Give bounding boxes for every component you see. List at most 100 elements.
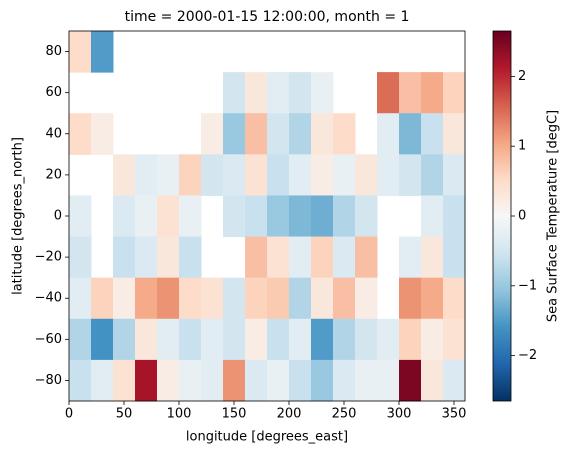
cell: [377, 154, 400, 196]
cell: [267, 359, 290, 402]
cell: [245, 113, 268, 155]
cell: [399, 318, 422, 361]
cell: [157, 195, 180, 238]
cell: [69, 318, 92, 361]
cell: [91, 359, 114, 402]
cell: [113, 359, 136, 402]
cell: [157, 236, 180, 279]
y-tick-label: 20: [45, 167, 62, 182]
colorbar-tick-label: −1: [518, 278, 537, 293]
cell: [355, 236, 378, 279]
cell: [311, 359, 334, 402]
cell: [245, 359, 268, 402]
cell: [399, 113, 422, 155]
cell: [245, 318, 268, 361]
colorbar-tick-label: 1: [518, 139, 526, 154]
cell: [223, 318, 246, 361]
cell: [421, 318, 444, 361]
cell: [311, 113, 334, 155]
cell: [91, 277, 114, 320]
cell: [245, 72, 268, 114]
cell: [333, 113, 356, 155]
cell: [355, 154, 378, 196]
y-tick-label: −20: [35, 250, 62, 265]
cell: [267, 72, 290, 114]
y-tick-label: −40: [35, 291, 62, 306]
cell: [201, 359, 224, 402]
cell: [113, 277, 136, 320]
cell: [223, 113, 246, 155]
cell: [355, 277, 378, 320]
cell: [377, 359, 400, 402]
y-tick-label: −60: [35, 332, 62, 347]
cell: [355, 359, 378, 402]
cell: [69, 359, 92, 402]
cell: [399, 236, 422, 279]
x-tick-label: 100: [167, 407, 192, 422]
cell: [399, 359, 422, 402]
colorbar-label: Sea Surface Temperature [degC]: [546, 110, 561, 322]
cell: [289, 277, 312, 320]
cell: [157, 154, 180, 196]
cell: [245, 154, 268, 196]
cell: [179, 277, 202, 320]
cell: [157, 359, 180, 402]
cell: [179, 236, 202, 279]
cell: [333, 154, 356, 196]
cell: [311, 318, 334, 361]
cell: [377, 72, 400, 114]
cell: [289, 236, 312, 279]
cell: [135, 318, 158, 361]
cell: [69, 195, 92, 238]
cell: [399, 277, 422, 320]
cell: [289, 72, 312, 114]
colorbar-tick-label: 2: [518, 69, 526, 84]
x-tick-label: 300: [387, 407, 412, 422]
cell: [443, 236, 466, 279]
cell: [223, 359, 246, 402]
cell: [311, 154, 334, 196]
y-tick-label: 60: [45, 85, 62, 100]
cell: [289, 154, 312, 196]
x-tick-label: 50: [116, 407, 133, 422]
cell: [223, 195, 246, 238]
cell: [113, 154, 136, 196]
cell: [179, 195, 202, 238]
colorbar-tick-label: 0: [518, 209, 526, 224]
colorbar-tick-label: −2: [518, 348, 537, 363]
cell: [399, 154, 422, 196]
y-tick-label: −80: [35, 373, 62, 388]
cell: [201, 113, 224, 155]
cell: [421, 113, 444, 155]
cell: [135, 277, 158, 320]
cell: [289, 318, 312, 361]
cell: [443, 318, 466, 361]
cell: [201, 277, 224, 320]
cell: [267, 154, 290, 196]
cell: [289, 113, 312, 155]
cell: [443, 277, 466, 320]
x-tick-label: 0: [65, 407, 73, 422]
cell: [69, 113, 92, 155]
cell: [245, 195, 268, 238]
cell: [179, 318, 202, 361]
cell: [421, 195, 444, 238]
cell: [113, 195, 136, 238]
cell: [355, 195, 378, 238]
heatmap-cells: [69, 31, 466, 402]
cell: [267, 236, 290, 279]
cell: [135, 195, 158, 238]
cell: [91, 318, 114, 361]
cell: [267, 195, 290, 238]
colorbar: [492, 30, 512, 402]
x-tick-label: 350: [442, 407, 467, 422]
cell: [311, 236, 334, 279]
cell: [113, 318, 136, 361]
cell: [443, 113, 466, 155]
cell: [311, 277, 334, 320]
cell: [135, 236, 158, 279]
cell: [91, 31, 114, 73]
chart-title: time = 2000-01-15 12:00:00, month = 1: [125, 9, 410, 25]
cell: [443, 195, 466, 238]
cell: [69, 31, 92, 73]
